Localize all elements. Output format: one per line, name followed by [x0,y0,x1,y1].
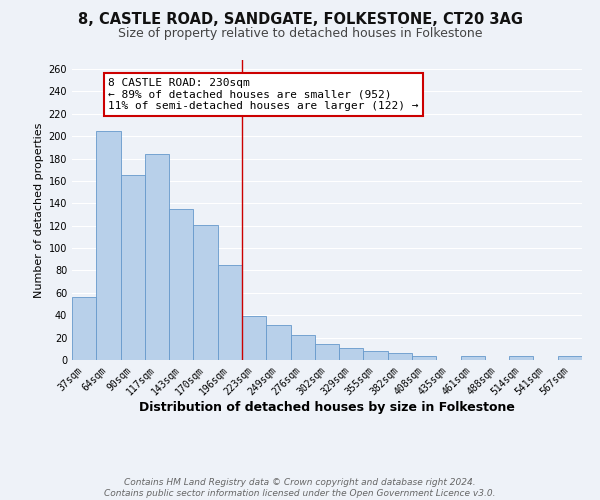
Bar [218,265,242,360]
Y-axis label: Number of detached properties: Number of detached properties [34,122,44,298]
Text: Contains HM Land Registry data © Crown copyright and database right 2024.
Contai: Contains HM Land Registry data © Crown c… [104,478,496,498]
Bar [169,209,193,360]
Bar [96,130,121,360]
Bar [558,356,582,360]
Text: 8 CASTLE ROAD: 230sqm
← 89% of detached houses are smaller (952)
11% of semi-det: 8 CASTLE ROAD: 230sqm ← 89% of detached … [109,78,419,111]
Bar [339,348,364,360]
Bar [193,224,218,360]
Bar [388,354,412,360]
Bar [412,356,436,360]
Bar [364,351,388,360]
Bar [121,176,145,360]
Bar [509,356,533,360]
Bar [72,298,96,360]
Bar [461,356,485,360]
Text: 8, CASTLE ROAD, SANDGATE, FOLKESTONE, CT20 3AG: 8, CASTLE ROAD, SANDGATE, FOLKESTONE, CT… [77,12,523,28]
Bar [315,344,339,360]
Bar [290,336,315,360]
Bar [242,316,266,360]
Text: Size of property relative to detached houses in Folkestone: Size of property relative to detached ho… [118,28,482,40]
Bar [145,154,169,360]
X-axis label: Distribution of detached houses by size in Folkestone: Distribution of detached houses by size … [139,401,515,414]
Bar [266,326,290,360]
